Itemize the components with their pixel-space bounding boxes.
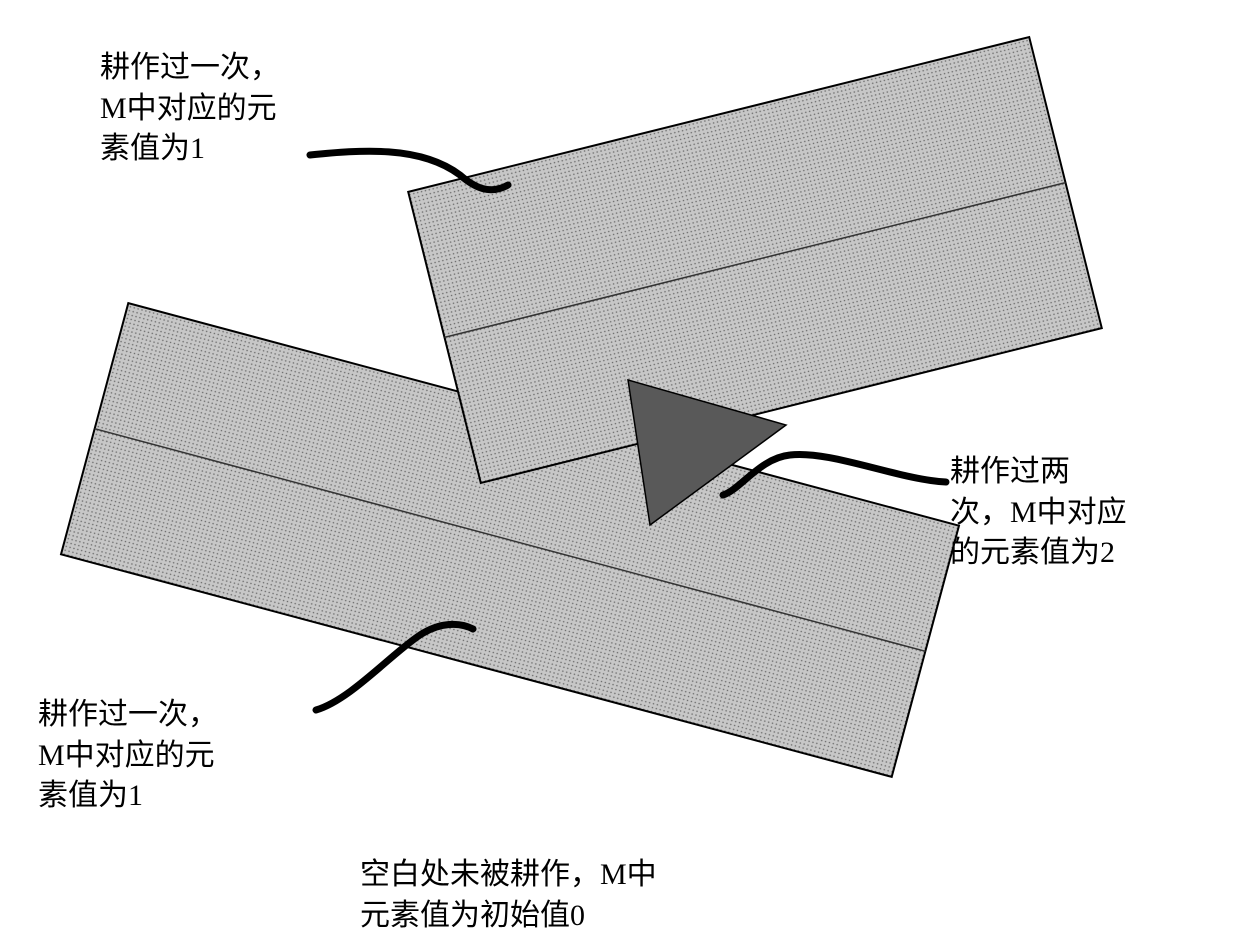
diagram-container: 耕作过一次， M中对应的元 素值为1 耕作过两 次，M中对应 的元素值为2 耕作… [0, 0, 1240, 944]
label-bottom-center: 空白处未被耕作，M中 元素值为初始值0 [360, 855, 657, 936]
label-bottom-left: 耕作过一次， M中对应的元 素值为1 [38, 695, 218, 817]
label-top-left: 耕作过一次， M中对应的元 素值为1 [100, 48, 280, 170]
label-right: 耕作过两 次，M中对应 的元素值为2 [950, 452, 1127, 574]
leader-top [310, 151, 508, 190]
